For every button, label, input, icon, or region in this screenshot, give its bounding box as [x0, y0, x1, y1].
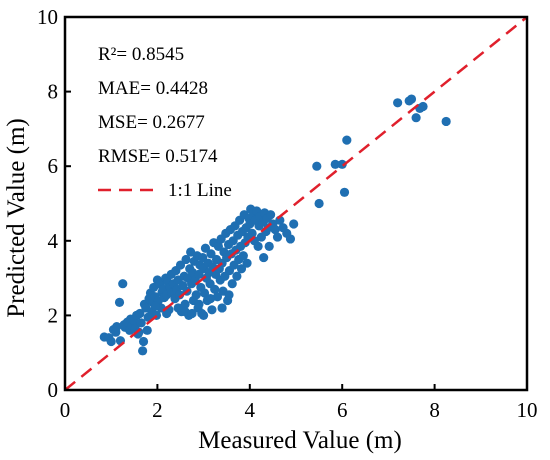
data-point-175 [411, 113, 421, 123]
y-tick-label-6: 6 [48, 154, 59, 178]
data-point-122 [238, 251, 248, 261]
legend-label-1-1-line: 1:1 Line [168, 180, 232, 201]
data-point-126 [242, 258, 252, 268]
data-point-88 [207, 305, 217, 315]
data-point-21 [136, 318, 146, 328]
data-point-120 [236, 264, 247, 274]
data-point-80 [199, 288, 210, 298]
data-point-115 [232, 271, 242, 281]
data-point-55 [175, 260, 186, 270]
data-point-155 [289, 219, 299, 229]
data-point-168 [330, 159, 340, 169]
reference-line-1-1 [64, 16, 528, 391]
plot-area-frame [63, 15, 529, 392]
metrics-annotation: R²= 0.8545 MAE= 0.4428 MSE= 0.2677 RMSE=… [98, 44, 232, 201]
stat-mse: MSE= 0.2677 [98, 112, 205, 133]
data-point-8 [118, 279, 128, 289]
stat-rmse: RMSE= 0.5174 [98, 146, 218, 167]
data-point-158 [194, 299, 204, 309]
data-point-81 [200, 243, 211, 253]
stat-r2: R²= 0.8545 [98, 44, 184, 65]
x-tick-label-8: 8 [429, 398, 440, 422]
y-axis-title: Predicted Value (m) [3, 118, 30, 317]
data-point-5 [112, 321, 122, 332]
data-point-59 [180, 299, 190, 309]
data-point-157 [187, 308, 197, 319]
data-point-154 [285, 234, 296, 244]
data-point-94 [212, 292, 223, 302]
data-point-6 [114, 297, 125, 307]
data-point-26 [142, 325, 152, 335]
data-point-95 [213, 241, 223, 251]
data-point-159 [217, 303, 227, 313]
data-point-178 [441, 116, 451, 127]
y-tick-label-0: 0 [48, 378, 59, 402]
stat-mae: MAE= 0.4428 [98, 78, 208, 99]
data-point-161 [199, 310, 209, 320]
data-point-23 [138, 336, 149, 347]
y-tick-label-2: 2 [48, 303, 59, 327]
data-point-141 [259, 252, 269, 263]
data-point-71 [191, 290, 201, 300]
data-point-166 [312, 161, 322, 171]
x-tick-label-0: 0 [60, 398, 71, 422]
data-point-78 [198, 252, 208, 263]
x-tick-label-6: 6 [337, 398, 348, 422]
data-point-150 [272, 232, 283, 242]
data-point-91 [210, 284, 220, 294]
data-point-171 [342, 135, 352, 145]
x-tick-labels: 0 2 4 6 8 10 [60, 398, 538, 422]
data-point-22 [138, 346, 148, 356]
data-point-19 [134, 327, 144, 337]
data-point-174 [406, 94, 417, 104]
data-point-131 [247, 228, 257, 238]
data-point-136 [253, 241, 263, 251]
data-point-110 [227, 279, 237, 289]
data-point-169 [337, 159, 347, 169]
x-tick-label-2: 2 [152, 398, 163, 422]
data-point-172 [393, 98, 403, 108]
y-tick-label-8: 8 [48, 80, 59, 104]
data-point-87 [206, 249, 216, 259]
data-point-147 [265, 210, 276, 220]
data-point-163 [205, 294, 216, 304]
data-point-2 [106, 336, 116, 347]
data-point-20 [135, 308, 145, 319]
data-point-177 [418, 101, 428, 112]
axis-ticks [64, 16, 528, 391]
data-point-165 [150, 301, 160, 311]
data-point-170 [339, 187, 350, 197]
x-tick-label-10: 10 [517, 398, 538, 422]
data-point-156 [180, 307, 190, 317]
y-tick-labels: 0 2 4 6 8 10 [37, 5, 59, 402]
y-tick-label-4: 4 [48, 229, 59, 253]
data-points [99, 94, 451, 356]
data-point-167 [314, 198, 324, 209]
x-tick-label-4: 4 [245, 398, 256, 422]
y-tick-label-10: 10 [37, 5, 58, 29]
data-point-146 [264, 241, 274, 251]
x-axis-title: Measured Value (m) [198, 427, 402, 454]
data-point-60 [181, 254, 191, 265]
data-point-162 [173, 303, 183, 313]
data-point-160 [224, 290, 234, 300]
data-point-149 [270, 225, 280, 235]
